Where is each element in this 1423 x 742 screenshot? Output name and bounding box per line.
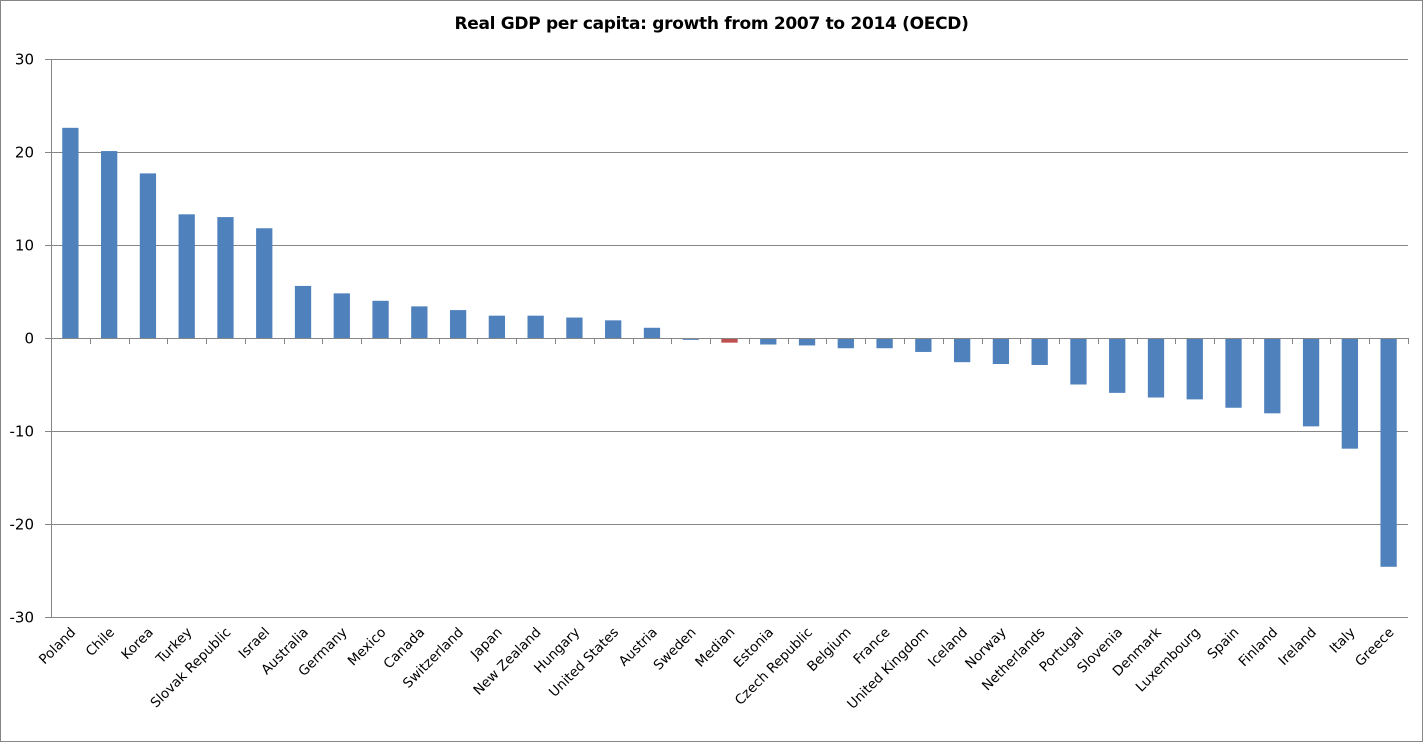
x-tick-label: Finland: [1236, 625, 1281, 670]
bar: [256, 228, 273, 338]
bar: [915, 338, 932, 352]
x-tick-label: Median: [692, 625, 738, 671]
x-tick-label: Italy: [1327, 625, 1359, 657]
bar: [217, 217, 234, 338]
bars: [62, 127, 1397, 567]
bar: [372, 300, 389, 338]
x-tick-label: Korea: [118, 625, 156, 663]
bar: [411, 306, 428, 338]
x-tick-label: Sweden: [651, 625, 700, 674]
bar: [1302, 338, 1320, 427]
bar: [953, 338, 971, 363]
bar: [294, 285, 312, 338]
y-tick-label: 30: [15, 51, 34, 69]
bar: [178, 214, 195, 338]
y-tick-label: -10: [10, 423, 35, 441]
x-tick-label: Ireland: [1276, 625, 1320, 669]
bar: [1186, 338, 1203, 400]
y-tick-labels: 30 20 10 0 -10 -20 -30: [10, 51, 35, 627]
bar: [721, 338, 738, 343]
x-tick-label: Poland: [36, 625, 79, 668]
bar: [1109, 338, 1126, 393]
bar: [488, 315, 506, 338]
x-tick-label: New Zealand: [470, 625, 544, 699]
x-tick-label: Greece: [1352, 625, 1397, 670]
bar: [449, 310, 467, 338]
chart-title: Real GDP per capita: growth from 2007 to…: [454, 14, 969, 34]
bar: [992, 338, 1010, 365]
bar: [1225, 338, 1242, 408]
bar: [760, 338, 777, 345]
bar: [1341, 338, 1358, 449]
y-tick-label: 20: [15, 144, 34, 162]
x-tick-label: Chile: [83, 625, 118, 660]
bar: [1147, 338, 1165, 398]
axes: [45, 59, 1409, 617]
bar: [837, 338, 854, 349]
y-tick-label: 0: [24, 330, 34, 348]
bar: [643, 327, 661, 338]
bar: [1031, 338, 1048, 365]
bar: [605, 320, 622, 338]
y-tick-label: 10: [15, 237, 34, 255]
bar: [798, 338, 816, 346]
bar: [876, 338, 893, 349]
bar: [527, 315, 544, 338]
bar: [333, 293, 350, 338]
bar: [101, 151, 118, 338]
gridlines: [45, 59, 1408, 618]
bar: [566, 317, 583, 338]
bar: [1380, 338, 1397, 567]
bar: [62, 127, 79, 338]
y-tick-label: -30: [10, 609, 35, 627]
bar: [1264, 338, 1281, 414]
x-tick-label: United States: [546, 625, 622, 701]
y-tick-label: -20: [10, 516, 35, 534]
bar: [139, 173, 157, 338]
bar: [1070, 338, 1087, 385]
